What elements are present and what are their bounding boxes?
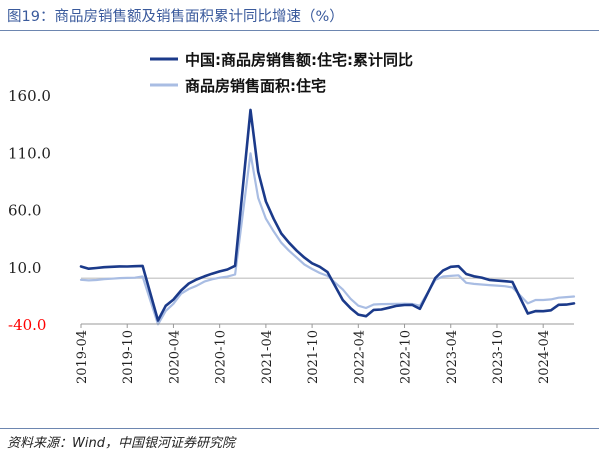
figure-title-bar: 图19：商品房销售额及销售面积累计同比增速（%） xyxy=(0,0,599,31)
x-tick-label: 2021-04 xyxy=(260,330,275,384)
x-tick-label: 2024-04 xyxy=(537,330,552,384)
footer-divider xyxy=(0,428,599,429)
line-chart: 中国:商品房销售额:住宅:累计同比 商品房销售面积:住宅 160.0 110.0 6… xyxy=(8,51,576,384)
x-tick-label: 2022-04 xyxy=(352,330,367,384)
series-line-sales-area xyxy=(79,152,576,326)
x-tick-label: 2019-04 xyxy=(75,330,90,384)
legend-label-sales-area: 商品房销售面积:住宅 xyxy=(185,77,326,95)
y-tick-label: 60.0 xyxy=(8,202,41,220)
y-tick-label: 10.0 xyxy=(8,259,41,277)
x-tick-label: 2020-10 xyxy=(214,330,229,384)
x-tick-label: 2020-04 xyxy=(167,330,182,384)
x-tick-label: 2021-10 xyxy=(306,330,321,384)
y-tick-label: -40.0 xyxy=(8,316,46,334)
series-line-sales-value xyxy=(79,108,576,322)
y-tick-label: 110.0 xyxy=(8,144,51,162)
legend: 中国:商品房销售额:住宅:累计同比 商品房销售面积:住宅 xyxy=(150,51,413,95)
legend-label-sales-value: 中国:商品房销售额:住宅:累计同比 xyxy=(185,51,413,69)
x-tick-label: 2019-10 xyxy=(121,330,136,384)
plot-area: 160.0 110.0 60.0 10.0 -40.0 2019-04 2019-10 202… xyxy=(8,87,576,384)
x-tick-label: 2023-04 xyxy=(445,330,460,384)
figure-title: 图19：商品房销售额及销售面积累计同比增速（%） xyxy=(7,9,344,25)
source-note: 资料来源：Wind，中国银河证券研究院 xyxy=(7,436,235,451)
x-tick-label: 2022-10 xyxy=(399,330,414,384)
x-tick-label: 2023-10 xyxy=(491,330,506,384)
y-tick-label: 160.0 xyxy=(8,87,51,105)
